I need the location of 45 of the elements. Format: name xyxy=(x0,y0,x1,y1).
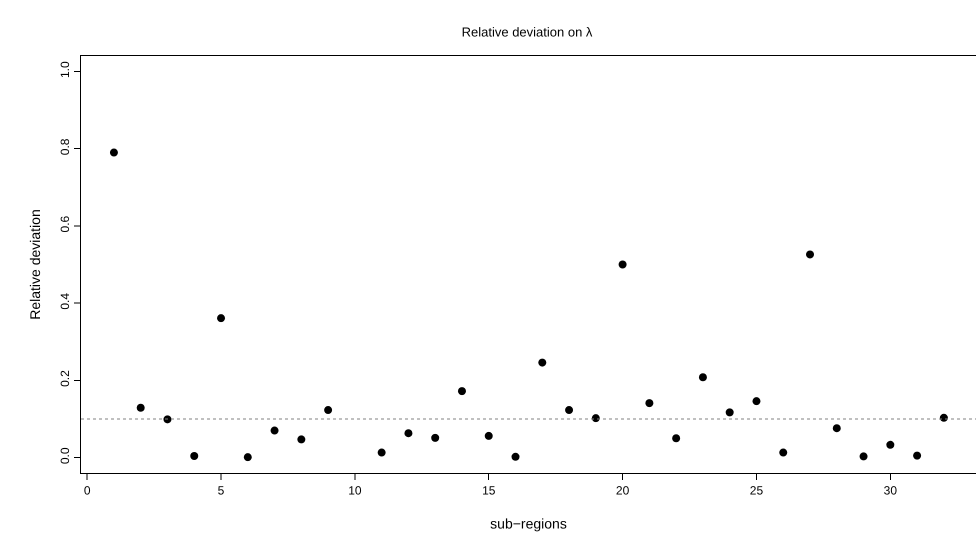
y-tick-label: 0.4 xyxy=(58,292,72,310)
point xyxy=(672,434,680,442)
point xyxy=(217,314,226,322)
point xyxy=(110,148,118,157)
point xyxy=(645,399,654,408)
point xyxy=(726,408,734,416)
chart-title: Relative deviation on λ xyxy=(462,24,593,40)
point xyxy=(913,452,922,460)
point xyxy=(244,453,252,462)
point xyxy=(163,415,172,424)
point xyxy=(806,250,814,258)
point xyxy=(538,358,546,367)
y-tick-label: 0.0 xyxy=(58,447,72,464)
x-axis-title: sub−regions xyxy=(490,516,567,532)
y-tick-label: 1.0 xyxy=(58,60,72,78)
point xyxy=(458,387,466,396)
point xyxy=(270,426,279,435)
y-tick-label: 0.6 xyxy=(58,215,72,232)
x-tick-label: 15 xyxy=(482,483,496,498)
x-tick-label: 25 xyxy=(750,483,764,498)
point xyxy=(484,432,493,440)
x-tick-label: 30 xyxy=(884,483,898,498)
point xyxy=(779,448,788,457)
point xyxy=(404,429,412,438)
point xyxy=(190,452,198,460)
point xyxy=(832,424,841,432)
x-tick-label: 20 xyxy=(616,483,630,498)
y-tick-label: 0.2 xyxy=(58,370,72,387)
y-tick-label: 0.8 xyxy=(58,138,72,156)
point xyxy=(431,434,440,442)
point xyxy=(752,397,760,406)
point xyxy=(378,448,386,457)
point xyxy=(297,435,306,444)
x-tick-label: 5 xyxy=(218,483,225,498)
point xyxy=(698,373,707,382)
point xyxy=(618,260,627,268)
point xyxy=(886,440,894,449)
point xyxy=(136,404,145,412)
y-axis-title: Relative deviation xyxy=(26,209,43,320)
point xyxy=(860,452,868,460)
point xyxy=(512,452,520,461)
point xyxy=(565,406,574,414)
x-tick-label: 10 xyxy=(348,483,362,498)
x-tick-label: 0 xyxy=(84,483,91,498)
point xyxy=(324,406,332,414)
